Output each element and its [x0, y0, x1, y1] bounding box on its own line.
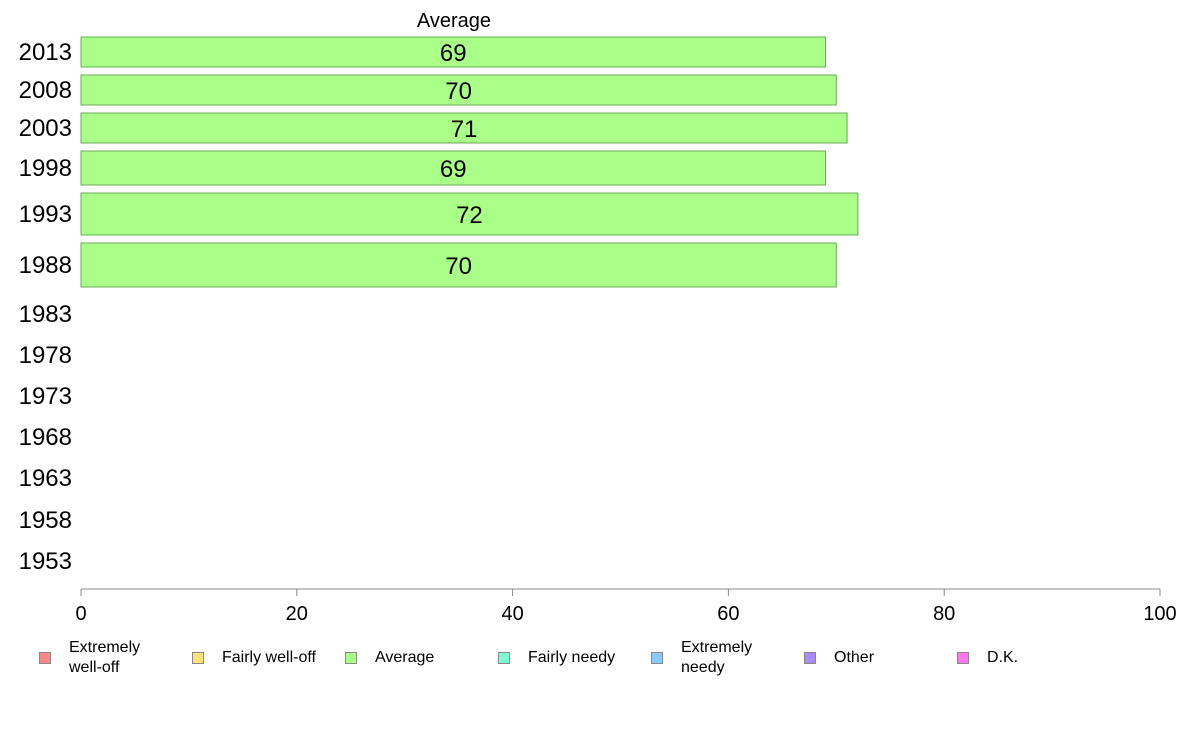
x-tick-label-80: 80	[933, 603, 955, 625]
legend-label: Other	[834, 649, 875, 666]
bar-1988	[80, 242, 837, 288]
x-tick-label-0: 0	[75, 603, 86, 625]
bar-value-label-1993: 72	[456, 202, 483, 229]
y-tick-label-1963: 1963	[19, 465, 72, 492]
legend-item-1: Fairly well-off	[192, 636, 316, 680]
legend-item-2: Average	[345, 636, 434, 680]
y-tick-label-1968: 1968	[19, 424, 72, 451]
bar-value-label-2013: 69	[440, 40, 467, 67]
bar-value-label-1988: 70	[445, 253, 472, 280]
bar-1998	[80, 150, 827, 186]
legend-swatch	[39, 652, 51, 664]
legend-label: Fairly well-off	[222, 649, 316, 666]
legend-swatch	[957, 652, 969, 664]
legend-item-4: Extremely needy	[651, 636, 752, 680]
legend-item-3: Fairly needy	[498, 636, 615, 680]
y-tick-label-1978: 1978	[19, 342, 72, 369]
y-tick-label-2013: 2013	[19, 39, 72, 66]
x-axis-ticks: 0 20 40 60 80 100	[75, 589, 1177, 625]
bar-2013	[80, 36, 827, 68]
y-tick-label-1988: 1988	[19, 252, 72, 279]
x-tick-label-40: 40	[501, 603, 523, 625]
bar-value-label-1998: 69	[440, 156, 467, 183]
legend-label: Fairly needy	[528, 649, 616, 666]
bar-2003	[80, 112, 848, 144]
legend-item-5: Other	[804, 636, 874, 680]
y-tick-label-1993: 1993	[19, 201, 72, 228]
x-tick-label-60: 60	[717, 603, 739, 625]
legend-item-0: Extremely well-off	[39, 636, 140, 680]
legend-item-6: D.K.	[957, 636, 1018, 680]
y-tick-label-2003: 2003	[19, 115, 72, 142]
legend-label: Average	[375, 649, 435, 666]
y-tick-label-1973: 1973	[19, 383, 72, 410]
x-tick-label-100: 100	[1143, 603, 1176, 625]
legend-label: Extremely needy	[681, 639, 753, 676]
bar-1993	[80, 192, 859, 236]
legend-swatch	[804, 652, 816, 664]
x-tick-label-20: 20	[286, 603, 308, 625]
legend-swatch	[651, 652, 663, 664]
legend-label: D.K.	[987, 649, 1019, 666]
legend-swatch	[192, 652, 204, 664]
y-axis-labels: 2013 2008 2003 1998 1993 1988 1983 1978 1973 1968…	[19, 39, 72, 575]
y-tick-label-2008: 2008	[19, 77, 72, 104]
bar-value-label-2003: 71	[451, 116, 478, 143]
bars-group: 69 70 71 69 72 70	[80, 36, 859, 288]
legend: Extremely well-off Fairly well-off Average…	[0, 636, 1188, 686]
y-tick-label-1998: 1998	[19, 155, 72, 182]
legend-label: Extremely well-off	[69, 639, 141, 676]
bar-2008	[80, 74, 837, 106]
y-tick-label-1958: 1958	[19, 507, 72, 534]
legend-swatch	[345, 652, 357, 664]
bar-chart: Average 69 70 71 69 72 70 2013 2008 2003 1998 199…	[19, 10, 1177, 625]
legend-swatch	[498, 652, 510, 664]
y-tick-label-1953: 1953	[19, 548, 72, 575]
bar-value-label-2008: 70	[445, 78, 472, 105]
y-tick-label-1983: 1983	[19, 301, 72, 328]
chart-title: Average	[417, 10, 491, 32]
